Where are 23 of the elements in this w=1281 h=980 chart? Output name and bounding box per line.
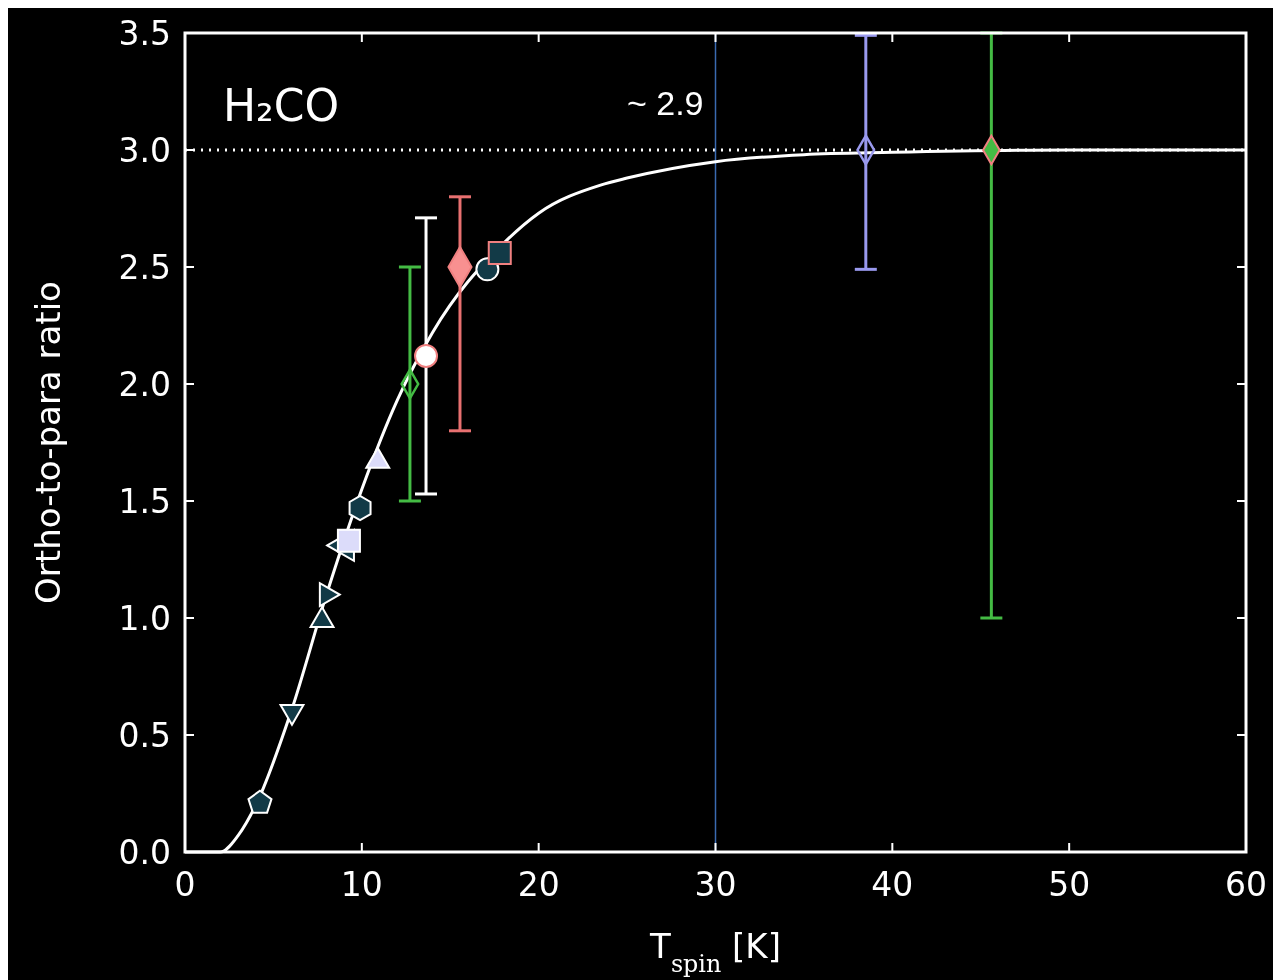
point bbox=[487, 240, 512, 265]
y-tick-label: 2.5 bbox=[118, 248, 171, 287]
y-tick-label: 3.0 bbox=[118, 131, 171, 170]
annotation: ~ 2.9 bbox=[626, 84, 704, 123]
point bbox=[348, 494, 372, 522]
x-tick-label: 20 bbox=[517, 865, 560, 904]
y-axis-title: Ortho-to-para ratio bbox=[28, 281, 68, 604]
y-tick-label: 2.0 bbox=[118, 365, 171, 404]
point bbox=[414, 343, 439, 368]
y-tick-label: 0.0 bbox=[118, 833, 171, 872]
x-tick-label: 10 bbox=[340, 865, 383, 904]
x-tick-label: 0 bbox=[174, 865, 196, 904]
x-axis-title: T$_{spin}$ [K] bbox=[649, 926, 781, 978]
x-tick-label: 50 bbox=[1048, 865, 1091, 904]
annotation: H₂CO bbox=[223, 80, 340, 131]
x-tick-label: 40 bbox=[871, 865, 914, 904]
x-tick-label: 60 bbox=[1225, 865, 1267, 904]
x-tick-label: 30 bbox=[694, 865, 737, 904]
y-tick-label: 0.5 bbox=[118, 716, 171, 755]
y-tick-label: 3.5 bbox=[118, 14, 171, 53]
y-tick-label: 1.5 bbox=[118, 482, 171, 521]
y-tick-label: 1.0 bbox=[118, 599, 171, 638]
point bbox=[247, 789, 273, 814]
